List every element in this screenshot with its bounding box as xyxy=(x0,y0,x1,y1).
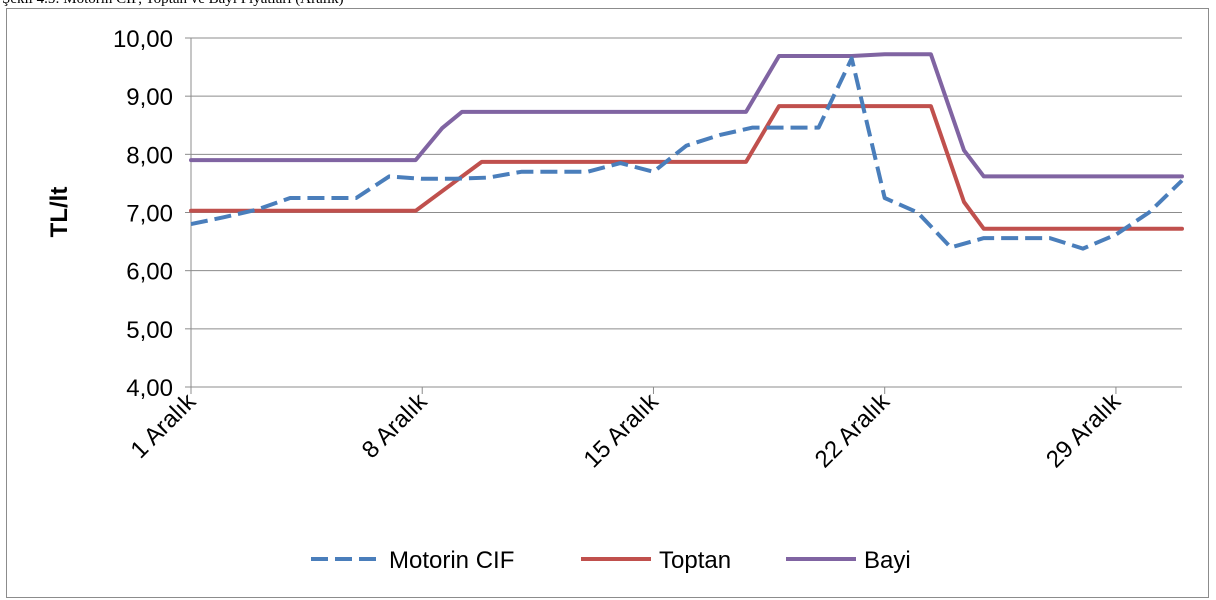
axes xyxy=(185,37,1182,394)
y-axis-label: TL/lt xyxy=(46,187,73,238)
legend: Motorin CIF Toptan Bayi xyxy=(311,547,911,574)
chart-frame: 4,00 5,00 6,00 7,00 8,00 9,00 10,00 1 Aralık 8 … xyxy=(6,8,1209,598)
y-tick-label: 9,00 xyxy=(126,84,173,111)
y-tick-label: 5,00 xyxy=(126,317,173,344)
series-lines xyxy=(189,52,1184,251)
x-tick-label: 8 Aralık xyxy=(357,387,433,463)
legend-label-toptan: Toptan xyxy=(659,547,731,574)
x-tick-label: 15 Aralık xyxy=(579,387,665,473)
x-tick-label: 22 Aralık xyxy=(810,387,896,473)
legend-label-motorin-cif: Motorin CIF xyxy=(389,547,514,574)
x-tick-label: 29 Aralık xyxy=(1041,387,1127,473)
y-tick-labels: 4,00 5,00 6,00 7,00 8,00 9,00 10,00 xyxy=(113,26,173,402)
series-line-toptan xyxy=(189,104,1184,231)
x-tick-labels: 1 Aralık 8 Aralık 15 Aralık 22 Aralık 29 Ara… xyxy=(126,387,1127,473)
gridlines xyxy=(191,37,1182,330)
series-line-motorin-cif xyxy=(190,56,1184,251)
y-tick-label: 8,00 xyxy=(126,142,173,169)
legend-label-bayi: Bayi xyxy=(864,547,911,574)
y-tick-label: 4,00 xyxy=(126,375,173,402)
y-tick-label: 6,00 xyxy=(126,259,173,286)
y-tick-label: 7,00 xyxy=(126,201,173,228)
y-tick-label: 10,00 xyxy=(113,26,173,53)
series-line-bayi xyxy=(189,52,1184,179)
figure-caption: Şekil 4.5: Motorin CIF, Toptan ve Bayi F… xyxy=(2,0,1212,8)
